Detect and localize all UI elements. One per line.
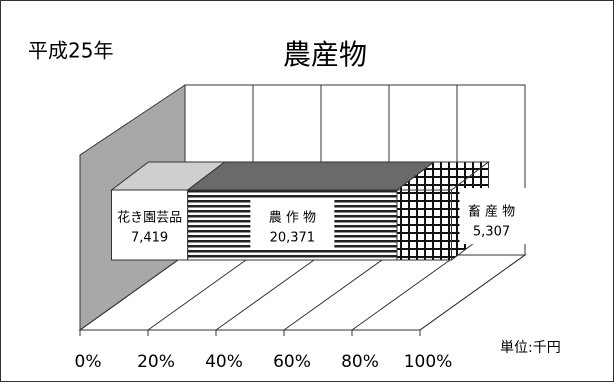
x-tick-label: 80% [341,352,379,372]
unit-label: 単位:千円 [500,340,561,356]
floor-grid-line [79,254,186,331]
value-label: 7,419 [131,231,168,246]
floor-grid-line [147,254,254,331]
label-box [459,188,528,244]
annotation: 平成25年 [28,39,113,63]
segment-name: 農 作 物 [269,211,316,226]
value-label: 5,307 [473,225,510,240]
segment-name: 花き園芸品 [117,210,182,226]
label-box [250,200,335,248]
floor-grid-line [351,254,458,331]
floor-grid-line [283,254,390,331]
x-tick-label: 100% [404,352,453,372]
x-tick-label: 40% [205,352,243,372]
bars: 花き園芸品 7,419 農 作 物 20,371 畜 産 物 5,307 [110,160,528,262]
x-tick-label: 0% [75,352,102,372]
floor-grid-line [419,254,526,331]
x-tick-label: 20% [137,352,175,372]
label-box [113,196,186,256]
x-tick-label: 60% [273,352,311,372]
bar [396,189,452,261]
value-label: 20,371 [270,231,316,246]
bar-top [186,161,436,191]
segment-name: 畜 産 物 [468,204,515,220]
floor-grid-line [215,254,322,331]
chart-title: 農産物 [283,38,367,71]
